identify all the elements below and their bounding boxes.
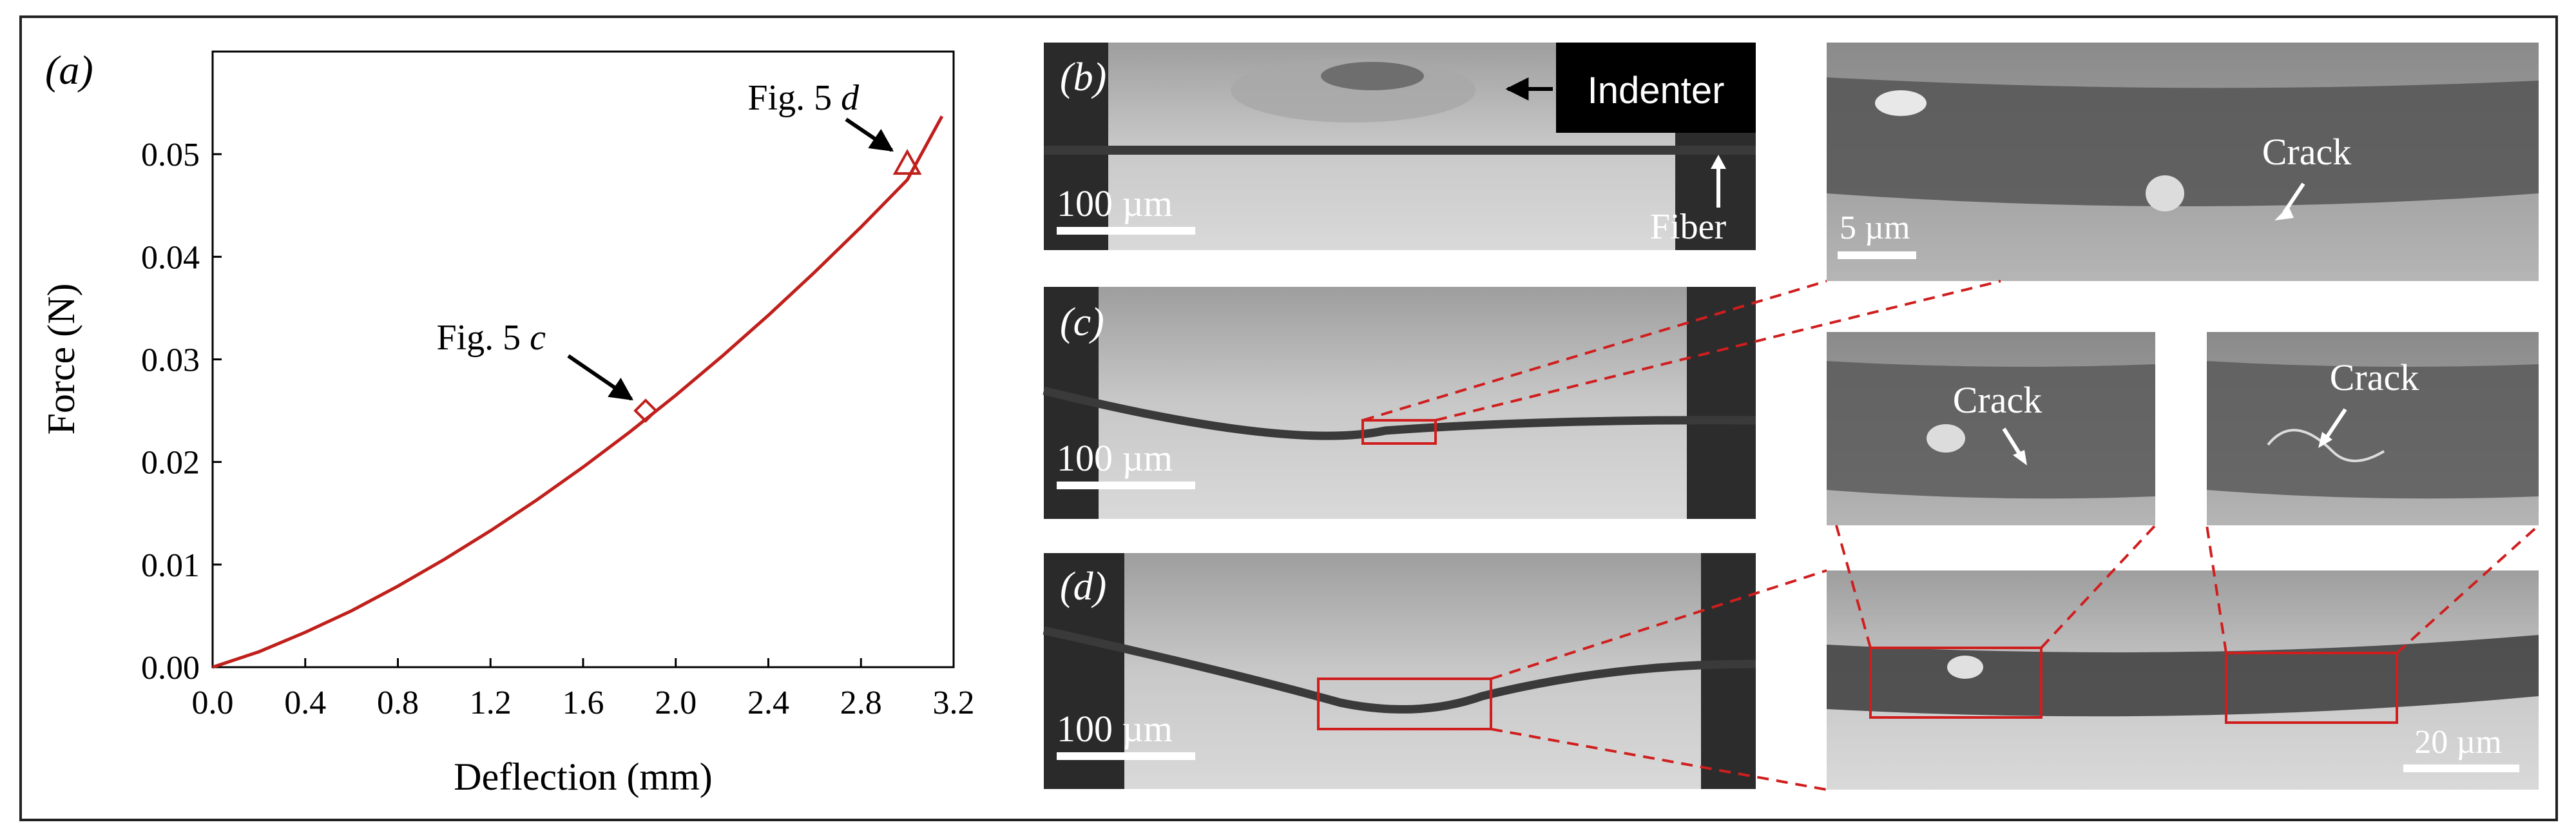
sem-zoom-top: Crack 5 µm: [1827, 43, 2539, 281]
y-tick-label: 0.04: [141, 239, 200, 276]
panel-a-label: (a): [45, 47, 93, 93]
x-axis-label: Deflection (mm): [454, 755, 713, 798]
zoom-connectors: [1362, 280, 2540, 791]
panel-d-right-edge: [1701, 553, 1756, 789]
sem-bottom-fiber: [1827, 635, 2539, 717]
sem-mid-left-fiber: [1827, 361, 2155, 499]
panel-b-label: (b): [1060, 55, 1106, 99]
sem-zoom-mid-right: Crack: [2207, 332, 2539, 525]
annotation-fig5d: Fig. 5 d: [747, 78, 860, 118]
fiber-straight: [1044, 146, 1756, 155]
crack-label-mid-right: Crack: [2330, 356, 2419, 398]
connector-d-top: [1490, 569, 1827, 680]
panel-d-zoom-box: [1317, 677, 1492, 730]
marker-fig5d-triangle: [892, 148, 922, 175]
panel-b-scale-label: 100 µm: [1057, 182, 1173, 224]
sem-top-scale-label: 5 µm: [1840, 210, 1910, 246]
indenter-label: Indenter: [1588, 70, 1725, 112]
sem-mid-left-particle: [1927, 424, 1965, 453]
connector-box-right-b: [2396, 524, 2540, 654]
sem-bottom-box-left: [1869, 647, 2043, 719]
connector-box-left-a: [1835, 525, 1872, 648]
x-tick-label: 0.8: [377, 685, 419, 721]
x-tick-label: 0.4: [284, 685, 326, 721]
indenter-tip: [1321, 62, 1424, 90]
sem-top-debris: [1875, 90, 1927, 116]
annotation-fig5d-prefix: Fig. 5: [747, 78, 841, 118]
x-tick-label: 3.2: [933, 685, 975, 721]
connector-c-top-left: [1362, 280, 1827, 422]
sem-bottom-scale-bar: [2403, 765, 2519, 772]
crack-arrowhead-top: [2274, 206, 2294, 220]
crack-arrowhead-mid-left: [2013, 450, 2027, 465]
x-tick-label: 0.0: [192, 685, 234, 721]
fiber-label: Fiber: [1650, 207, 1727, 247]
crack-arrow-mid-left: [2002, 427, 2022, 456]
x-tick-label: 2.4: [747, 685, 789, 721]
connector-box-right-a: [2206, 525, 2227, 654]
panel-c-scale-bar: [1057, 482, 1195, 489]
x-tick-label: 1.6: [562, 685, 604, 721]
y-tick-label: 0.01: [141, 547, 200, 584]
fiber-arrowhead: [1711, 155, 1726, 169]
panel-c-image: (c) 100 µm: [1043, 287, 1756, 519]
sem-bottom-debris: [1947, 656, 1983, 679]
panel-d-scale-bar: [1057, 752, 1195, 760]
arrow-fig5c: [567, 354, 634, 401]
crack-label-mid-left: Crack: [1953, 379, 2043, 421]
panel-d-label: (d): [1060, 565, 1106, 609]
annotation-fig5c: Fig. 5 c: [436, 318, 546, 358]
annotation-fig5c-prefix: Fig. 5: [436, 318, 530, 358]
fiber-bent-c: [1043, 386, 1756, 440]
y-tick-label: 0.03: [141, 342, 200, 379]
annotation-fig5d-suffix: d: [841, 78, 860, 118]
y-tick-label: 0.02: [141, 445, 200, 482]
panel-b-image: Indenter Fiber (b) 100 µm: [1044, 43, 1756, 250]
sem-top-particle: [2146, 175, 2184, 211]
marker-fig5c-diamond: [633, 398, 658, 423]
panel-c-zoom-box: [1361, 419, 1437, 445]
panel-c-photo: [1044, 287, 1756, 519]
arrow-fig5d: [845, 117, 894, 152]
sem-zoom-mid-left: Crack: [1827, 332, 2155, 525]
crack-arrow-mid-right: [2324, 408, 2347, 440]
x-tick-label: 2.0: [655, 685, 697, 721]
panel-d-left-edge: [1044, 553, 1124, 789]
sem-top-fiber: [1827, 77, 2539, 206]
fiber-bent-d: [1043, 626, 1756, 714]
panel-d-scale-label: 100 µm: [1057, 708, 1173, 750]
indenter-label-box: [1556, 43, 1756, 133]
panel-c-label: (c): [1060, 300, 1104, 344]
sem-bottom-box-right: [2225, 652, 2398, 724]
plot-area: [211, 50, 955, 668]
sem-top-scale-bar: [1838, 251, 1916, 259]
y-tick-label: 0.05: [141, 137, 200, 173]
x-axis-ticks: 0.0 0.4 0.8 1.2 1.6 2.0 2.4 2.8 3.2: [192, 658, 975, 721]
force-curve-line: [212, 115, 944, 669]
x-tick-label: 2.8: [840, 685, 882, 721]
x-tick-label: 1.2: [470, 685, 512, 721]
panel-b-scale-bar: [1057, 227, 1195, 235]
panel-d-image: (d) 100 µm: [1043, 553, 1756, 789]
sem-bottom-scale-label: 20 µm: [2414, 724, 2501, 761]
sem-zoom-bottom: 20 µm: [1827, 570, 2539, 790]
crack-arrowhead-mid-right: [2318, 432, 2332, 448]
y-tick-label: 0.00: [141, 650, 200, 687]
sem-mid-right-fiber: [2207, 361, 2539, 499]
y-axis-label: Force (N): [40, 284, 82, 435]
panel-c-right-edge: [1687, 287, 1756, 519]
crack-label-top: Crack: [2262, 131, 2352, 173]
force-deflection-chart: (a) 0.00 0.01 0.02 0.03 0.04 0.05 0.0 0.4 0.8 1.…: [40, 47, 975, 798]
annotation-fig5c-suffix: c: [530, 318, 546, 358]
connector-c-top-right: [1435, 280, 2001, 422]
y-axis-ticks: 0.00 0.01 0.02 0.03 0.04 0.05: [141, 137, 222, 687]
connector-box-left-b: [2040, 524, 2157, 649]
panel-c-scale-label: 100 µm: [1057, 437, 1173, 479]
figure-frame: [19, 15, 2558, 821]
sem-mid-right-crack-line: [2267, 429, 2385, 462]
